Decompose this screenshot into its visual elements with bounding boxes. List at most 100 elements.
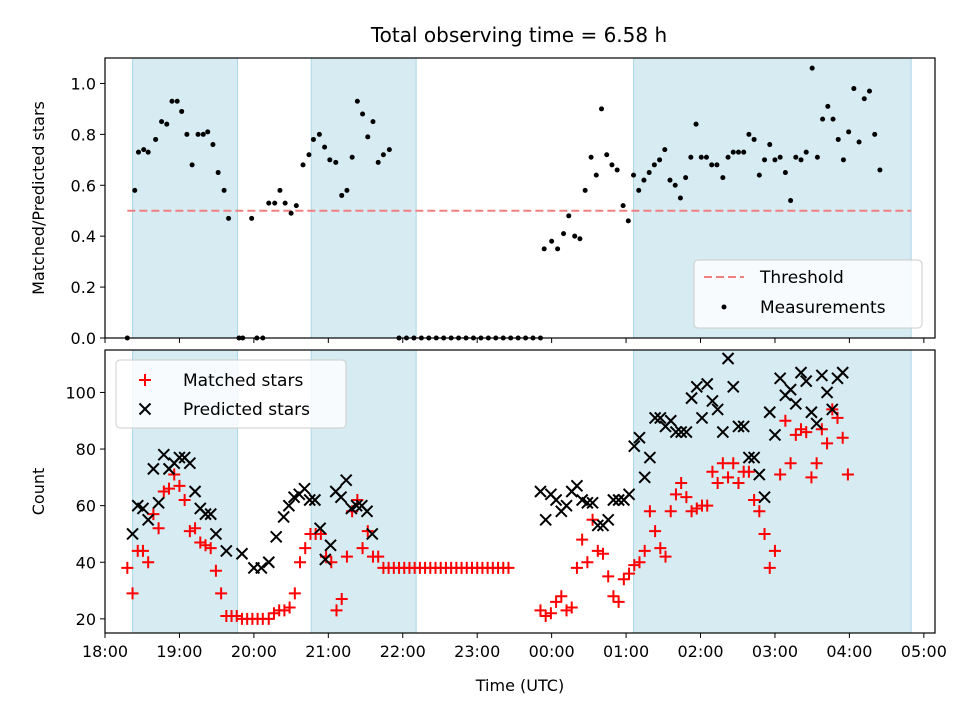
data-point xyxy=(183,525,196,538)
data-point xyxy=(643,451,657,464)
data-point xyxy=(830,116,836,122)
data-point xyxy=(199,507,212,521)
data-point xyxy=(800,426,813,439)
data-point xyxy=(674,425,688,439)
data-point xyxy=(303,493,316,507)
data-point xyxy=(711,403,724,416)
data-point xyxy=(591,519,604,532)
x-tick-label: 01:00 xyxy=(603,642,649,661)
data-point xyxy=(300,162,306,168)
data-point xyxy=(688,154,694,160)
data-point xyxy=(299,542,312,555)
axes-frame xyxy=(104,57,936,339)
data-point xyxy=(366,527,379,541)
axes-frame xyxy=(104,349,936,634)
data-point xyxy=(586,496,599,510)
data-point xyxy=(763,561,776,574)
data-point xyxy=(803,149,809,155)
x-tick-label: 18:00 xyxy=(82,642,128,661)
data-point xyxy=(714,162,720,168)
data-point xyxy=(701,499,714,512)
x-tick-label: 22:00 xyxy=(380,642,426,661)
data-point xyxy=(570,479,584,493)
data-point xyxy=(136,502,150,515)
data-point xyxy=(339,192,345,198)
data-point xyxy=(132,187,138,193)
data-point xyxy=(753,468,766,481)
data-point xyxy=(255,561,268,575)
data-point xyxy=(612,595,625,608)
x-tick-label: 20:00 xyxy=(231,642,277,661)
data-point xyxy=(599,106,605,112)
data-point xyxy=(549,493,563,507)
data-point xyxy=(602,570,615,583)
data-point xyxy=(344,187,350,193)
data-point xyxy=(581,556,594,569)
data-point xyxy=(756,172,762,178)
data-point xyxy=(716,425,730,439)
data-point xyxy=(672,182,678,188)
data-point xyxy=(793,154,799,160)
legend: Matched stars Predicted stars xyxy=(115,359,347,429)
data-point xyxy=(230,610,243,623)
data-point xyxy=(184,131,190,137)
x-tick-label: 04:00 xyxy=(826,642,872,661)
data-point xyxy=(821,437,834,450)
data-point xyxy=(570,561,583,574)
data-point xyxy=(805,471,818,484)
data-point xyxy=(820,116,826,122)
data-point xyxy=(340,550,353,563)
y-tick-label: 40 xyxy=(76,553,96,572)
data-point xyxy=(200,131,206,137)
data-point xyxy=(588,154,594,160)
data-point xyxy=(701,377,714,391)
figure-title: Total observing time = 6.58 h xyxy=(370,23,667,47)
series-predicted-stars xyxy=(126,352,849,575)
data-point xyxy=(169,98,175,104)
data-point xyxy=(835,136,841,142)
data-point xyxy=(334,490,348,504)
data-point xyxy=(157,485,170,498)
data-point xyxy=(747,451,761,464)
data-point xyxy=(319,553,332,566)
data-point xyxy=(310,136,316,142)
data-point xyxy=(607,493,620,507)
y-tick-label: 0.4 xyxy=(71,227,96,246)
data-point xyxy=(209,564,222,577)
data-point xyxy=(669,425,683,439)
data-point xyxy=(805,406,818,419)
data-point xyxy=(189,162,195,168)
data-point xyxy=(735,149,741,155)
data-point xyxy=(235,547,249,560)
data-point xyxy=(651,162,657,168)
data-point xyxy=(350,499,363,512)
data-point xyxy=(316,131,322,137)
data-point xyxy=(784,383,797,396)
data-point xyxy=(183,456,197,470)
x-axis-label: Time (UTC) xyxy=(475,676,564,695)
data-point xyxy=(722,471,735,484)
data-point xyxy=(730,149,736,155)
data-point xyxy=(581,496,594,510)
observing-interval-band xyxy=(310,57,417,339)
x-tick-label: 02:00 xyxy=(677,642,723,661)
data-point xyxy=(737,420,750,433)
data-point xyxy=(612,493,625,507)
data-point xyxy=(266,200,272,206)
data-point xyxy=(789,428,802,441)
counts-subplot: 20 40 60 80 100 18:00 19:00 20:00 21:00 22:00 23:0… xyxy=(29,349,947,695)
data-point xyxy=(565,601,578,614)
x-tick-label: 21:00 xyxy=(305,642,351,661)
data-point xyxy=(641,177,647,183)
data-point xyxy=(322,144,328,150)
data-point xyxy=(846,129,852,135)
data-point xyxy=(693,121,699,127)
legend: Threshold Measurements xyxy=(693,259,923,329)
data-point xyxy=(758,527,771,540)
data-point xyxy=(628,559,641,572)
observing-interval-band xyxy=(132,57,239,339)
data-point xyxy=(386,147,392,153)
data-point xyxy=(356,542,369,555)
y-axis-label: Matched/Predicted stars xyxy=(29,101,48,295)
data-point xyxy=(126,587,139,600)
